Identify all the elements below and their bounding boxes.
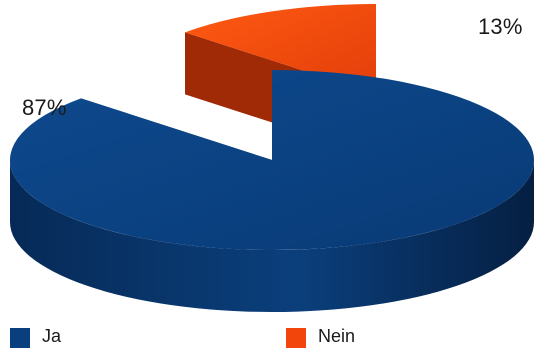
pie-slice-top-nein — [185, 4, 376, 94]
pie-slice-top-ja — [9, 70, 535, 251]
data-label-ja: 87% — [22, 95, 67, 120]
legend-swatch-ja — [10, 328, 30, 348]
data-label-nein: 13% — [478, 14, 523, 39]
legend-item-ja: Ja — [10, 322, 130, 350]
legend-item-nein: Nein — [286, 322, 406, 350]
pie-slice-side-ja — [10, 160, 534, 312]
legend-label-ja: Ja — [42, 326, 62, 346]
legend-label-nein: Nein — [318, 326, 356, 346]
legend-swatch-nein — [286, 328, 306, 348]
